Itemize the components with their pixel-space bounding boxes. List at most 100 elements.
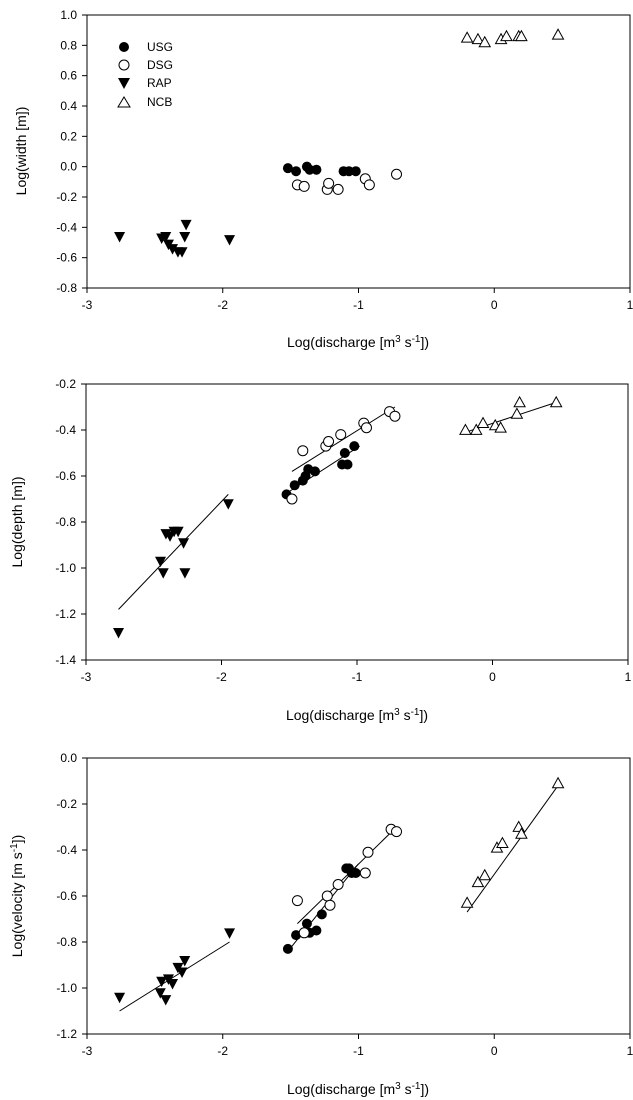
- x-tick-label: 1: [625, 670, 632, 684]
- point-usg: [349, 441, 360, 452]
- fit-line-dsg: [297, 826, 397, 924]
- y-tick-label: 0.4: [60, 99, 77, 113]
- velocity-chart: -3 -2 -1 0 1 -1.2 -1.0 -0.8 -0.6 -0.4 -0.2 0.0 Log…: [9, 751, 633, 1097]
- x-tick-label: -1: [352, 670, 363, 684]
- legend: USG DSG RAP NCB: [117, 40, 173, 109]
- point-usg: [291, 166, 302, 177]
- y-tick-label: -1.0: [55, 561, 76, 575]
- x-axis: -3 -2 -1 0 1: [82, 288, 633, 312]
- point-dsg: [321, 890, 333, 902]
- point-rap: [179, 232, 191, 243]
- depth-chart: -3 -2 -1 0 1 -1.4 -1.2 -1.0 -0.8 -0.6 -0.4 -0.2 Lo…: [9, 377, 632, 723]
- point-ncb: [478, 868, 492, 881]
- point-rap: [114, 992, 126, 1004]
- point-ncb: [551, 28, 565, 40]
- point-rap: [113, 628, 125, 639]
- data-points: [113, 395, 563, 639]
- point-rap: [167, 979, 179, 990]
- y-tick-label: -0.4: [56, 220, 77, 234]
- x-tick-label: 0: [491, 298, 498, 312]
- y-tick-label: -1.2: [55, 607, 76, 621]
- point-rap: [222, 499, 234, 510]
- y-tick-label: -0.8: [55, 515, 76, 529]
- point-dsg: [332, 183, 344, 195]
- point-rap: [178, 538, 190, 549]
- point-dsg: [286, 493, 298, 505]
- point-usg: [342, 459, 353, 470]
- point-rap: [156, 976, 168, 988]
- y-tick-label: 0.6: [60, 69, 77, 83]
- point-ncb: [469, 423, 483, 435]
- y-axis: -0.8 -0.6 -0.4 -0.2 0.0 0.2 0.4 0.6 0.8 1.0: [56, 8, 87, 295]
- point-rap: [114, 232, 126, 243]
- point-rap: [179, 956, 191, 967]
- point-dsg: [298, 927, 310, 939]
- y-tick-label: -0.8: [56, 935, 77, 949]
- legend-marker-dsg: [118, 59, 130, 71]
- x-tick-label: 0: [489, 670, 496, 684]
- fit-line-rap: [118, 494, 229, 610]
- point-rap: [157, 568, 169, 579]
- point-ncb: [459, 423, 472, 435]
- point-ncb: [478, 35, 492, 48]
- y-tick-label: -1.2: [56, 1027, 77, 1041]
- point-dsg: [332, 879, 344, 890]
- point-ncb: [510, 407, 524, 419]
- legend-marker-rap: [118, 78, 130, 89]
- y-tick-label: -0.6: [56, 251, 77, 265]
- point-usg: [350, 868, 361, 878]
- point-dsg: [362, 846, 374, 858]
- point-usg: [311, 925, 322, 936]
- point-ncb: [549, 395, 563, 408]
- point-dsg: [297, 445, 309, 457]
- point-rap: [154, 988, 166, 999]
- point-usg: [339, 448, 350, 458]
- point-rap: [160, 995, 172, 1006]
- y-tick-label: -0.6: [56, 889, 77, 903]
- point-usg: [289, 480, 300, 491]
- y-tick-label: -0.2: [56, 797, 77, 811]
- x-axis-title: Log(discharge [m3 s-1]): [287, 334, 429, 350]
- x-tick-label: -2: [216, 670, 227, 684]
- point-ncb: [460, 31, 474, 43]
- x-axis-title: Log(discharge [m3 s-1]): [287, 1081, 429, 1097]
- point-usg: [282, 943, 293, 954]
- point-usg: [282, 163, 293, 174]
- y-tick-label: -0.2: [55, 377, 76, 391]
- point-dsg: [360, 422, 372, 434]
- point-usg: [350, 166, 361, 177]
- data-points: [114, 776, 565, 1006]
- y-axis-title: Log(depth [m]): [9, 476, 25, 567]
- y-tick-label: -1.0: [56, 981, 77, 995]
- width-chart: -3 -2 -1 0 1 -0.8 -0.6 -0.4 -0.2 0.0 0.2 0.4 0.6 0.8…: [13, 8, 633, 350]
- x-tick-label: 0: [491, 1044, 498, 1058]
- point-ncb: [460, 896, 474, 908]
- point-ncb: [471, 32, 485, 45]
- y-tick-label: -0.2: [56, 190, 77, 204]
- point-rap: [176, 967, 188, 978]
- x-tick-label: -3: [82, 298, 93, 312]
- point-ncb: [551, 776, 565, 789]
- y-tick-label: -0.6: [55, 469, 76, 483]
- legend-marker-ncb: [117, 96, 131, 108]
- plot-frame: [85, 383, 629, 661]
- point-dsg: [323, 436, 335, 447]
- point-rap: [176, 247, 188, 258]
- x-tick-label: -2: [217, 1044, 228, 1058]
- y-axis-title: Log(velocity [m s-1]): [9, 835, 25, 958]
- point-ncb: [471, 875, 485, 888]
- point-ncb: [500, 29, 513, 42]
- point-rap: [167, 244, 179, 255]
- point-usg: [291, 930, 302, 941]
- legend-label-rap: RAP: [147, 76, 172, 90]
- point-ncb: [476, 416, 490, 428]
- regression-lines: [119, 785, 559, 1012]
- y-axis: -1.4 -1.2 -1.0 -0.8 -0.6 -0.4 -0.2: [55, 377, 86, 667]
- legend-label-usg: USG: [147, 40, 173, 54]
- point-dsg: [323, 177, 335, 189]
- fit-line-rap: [119, 941, 230, 1012]
- y-tick-label: -0.4: [56, 843, 77, 857]
- point-dsg: [291, 895, 303, 907]
- point-dsg: [391, 826, 403, 838]
- y-axis: -1.2 -1.0 -0.8 -0.6 -0.4 -0.2 0.0: [56, 751, 87, 1041]
